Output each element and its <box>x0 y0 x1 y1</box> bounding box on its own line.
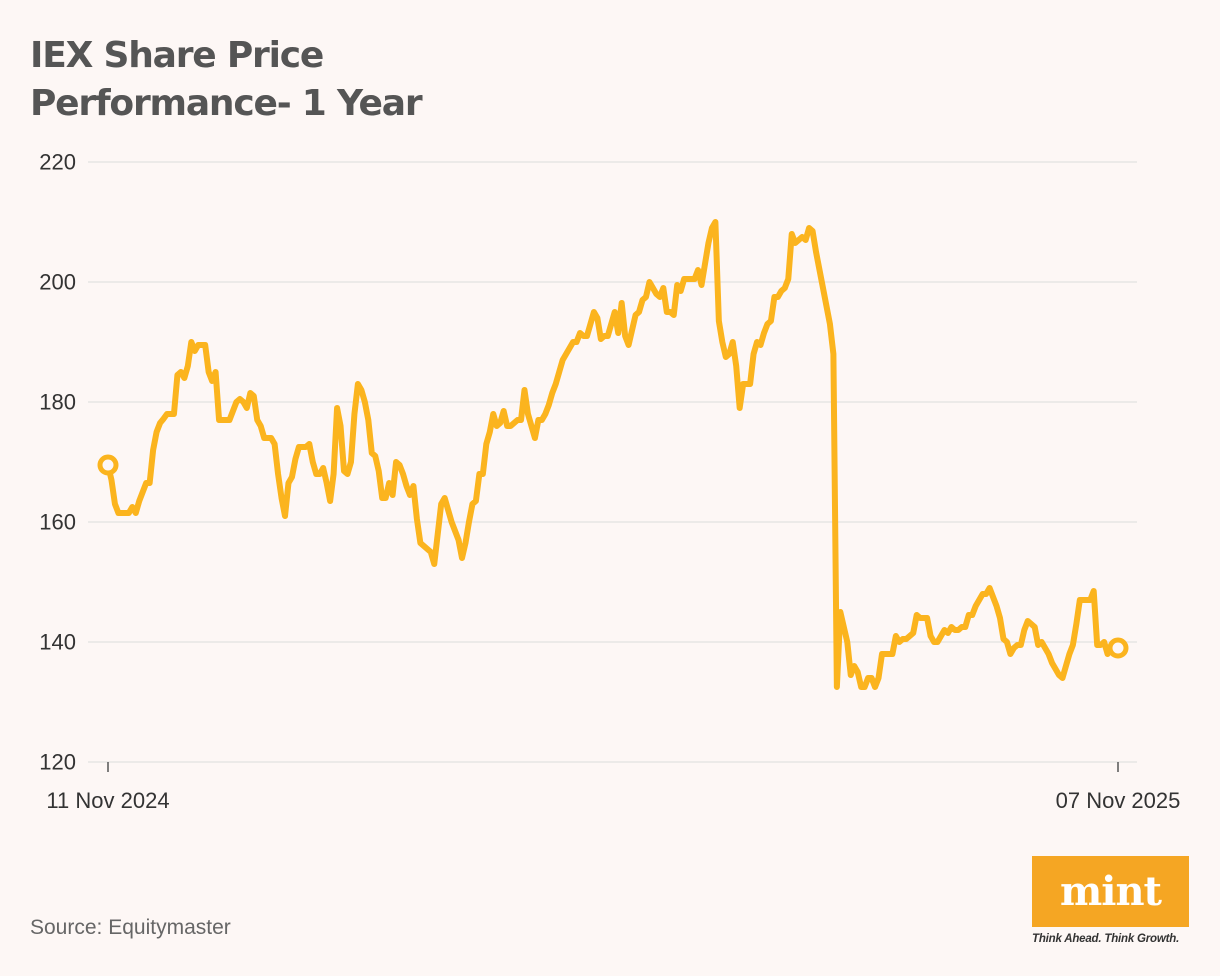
y-tick-label-180: 180 <box>39 390 76 415</box>
x-tick-label-1: 07 Nov 2025 <box>1056 788 1181 813</box>
x-axis: 11 Nov 2024 07 Nov 2025 <box>46 762 1180 813</box>
series-layer <box>97 219 1129 690</box>
start-point-marker <box>97 454 119 476</box>
source-note: Source: Equitymaster <box>30 916 231 939</box>
chart-title-line-2: Performance- 1 Year <box>30 83 423 124</box>
mint-tagline: Think Ahead. Think Growth. <box>1032 933 1180 945</box>
end-point-marker <box>1107 637 1129 659</box>
x-tick-label-0: 11 Nov 2024 <box>46 788 169 813</box>
series-line-0 <box>105 219 1121 690</box>
y-tick-label-120: 120 <box>39 750 76 775</box>
y-tick-label-140: 140 <box>39 630 76 655</box>
grid-lines <box>88 161 1137 763</box>
y-tick-label-160: 160 <box>39 510 76 535</box>
y-tick-label-220: 220 <box>39 150 76 175</box>
y-axis-tick-labels: 120 140 160 180 200 220 <box>39 150 76 775</box>
chart-title: IEX Share Price Performance- 1 Year <box>30 32 423 128</box>
chart-title-line-1: IEX Share Price <box>30 35 324 76</box>
y-tick-label-200: 200 <box>39 270 76 295</box>
mint-logo-text: mint <box>1059 867 1162 915</box>
mint-logo: mint <box>1032 856 1189 927</box>
